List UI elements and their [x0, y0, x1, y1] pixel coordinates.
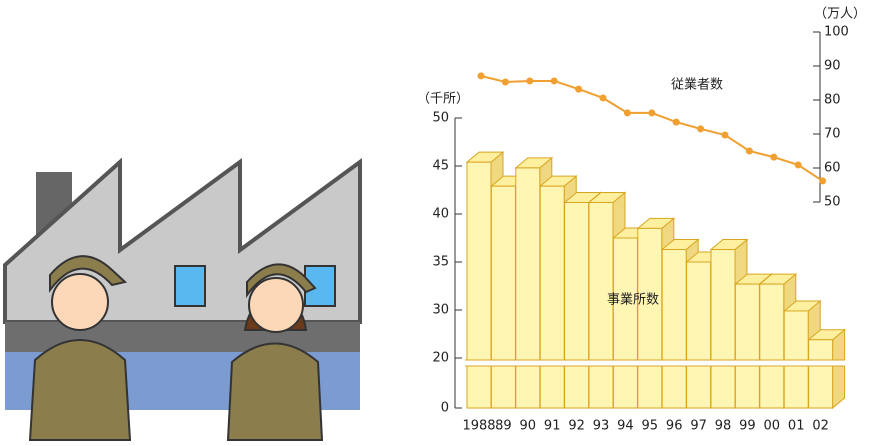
- x-tick-label: 93: [593, 419, 610, 434]
- bar: [760, 284, 784, 408]
- line-point: [819, 177, 826, 184]
- bar: [565, 202, 589, 408]
- x-tick-label: 02: [812, 419, 829, 434]
- bar: [662, 250, 686, 408]
- x-tick-label: 99: [739, 419, 756, 434]
- y-tick-label: 0: [441, 401, 449, 416]
- y2-tick-label: 100: [824, 25, 849, 40]
- bar: [687, 262, 711, 408]
- y-tick-label: 45: [432, 159, 449, 174]
- x-tick-label: 94: [617, 419, 634, 434]
- line-point: [770, 154, 777, 161]
- line-point: [697, 125, 704, 132]
- line-point: [502, 78, 509, 85]
- y-tick-label: 20: [432, 351, 449, 366]
- x-tick-label: 01: [788, 419, 805, 434]
- x-tick-label: 00: [764, 419, 781, 434]
- x-tick-label: 98: [715, 419, 732, 434]
- line-point: [478, 72, 485, 79]
- line-point: [526, 77, 533, 84]
- y-tick-label: 35: [432, 255, 449, 270]
- bar: [784, 311, 808, 408]
- y-tick-label: 30: [432, 303, 449, 318]
- bar: [711, 250, 735, 408]
- series-label: 従業者数: [671, 77, 723, 93]
- line-point: [551, 77, 558, 84]
- line-point: [575, 86, 582, 93]
- y2-tick-label: 70: [824, 127, 841, 142]
- x-tick-label: 90: [520, 419, 537, 434]
- y2-tick-label: 80: [824, 93, 841, 108]
- x-tick-label: 97: [690, 419, 707, 434]
- line-point: [795, 161, 802, 168]
- y-tick-label: 40: [432, 207, 449, 222]
- bar: [491, 186, 515, 408]
- x-tick-label: 89: [495, 419, 512, 434]
- y-tick-label: 50: [432, 111, 449, 126]
- line-point: [624, 109, 631, 116]
- bar: [467, 162, 491, 408]
- series-label: 事業所数: [607, 292, 659, 308]
- bar: [638, 228, 662, 408]
- y2-tick-label: 50: [824, 195, 841, 210]
- bar: [540, 186, 564, 408]
- y2-axis-label: （万人）: [814, 7, 866, 22]
- x-tick-label: 95: [642, 419, 659, 434]
- bar: [613, 238, 637, 408]
- line-point: [600, 94, 607, 101]
- x-tick-label: 92: [568, 419, 585, 434]
- line-point: [722, 132, 729, 139]
- y-axis-label: （千所）: [417, 92, 469, 107]
- bar: [809, 340, 833, 408]
- y2-tick-label: 90: [824, 59, 841, 74]
- y2-tick-label: 60: [824, 161, 841, 176]
- bar-side: [833, 330, 845, 408]
- line-point: [673, 119, 680, 126]
- x-tick-label: 96: [666, 419, 683, 434]
- page: （千所） （万人） 020303540455050607080901001988…: [0, 0, 880, 446]
- bar: [516, 168, 540, 408]
- line-point: [648, 109, 655, 116]
- line-point: [746, 148, 753, 155]
- illustration: [5, 162, 360, 440]
- bar: [735, 284, 759, 408]
- window: [175, 266, 205, 306]
- axis-break: [465, 360, 849, 366]
- x-tick-label: 1988: [462, 419, 495, 434]
- x-tick-label: 91: [544, 419, 561, 434]
